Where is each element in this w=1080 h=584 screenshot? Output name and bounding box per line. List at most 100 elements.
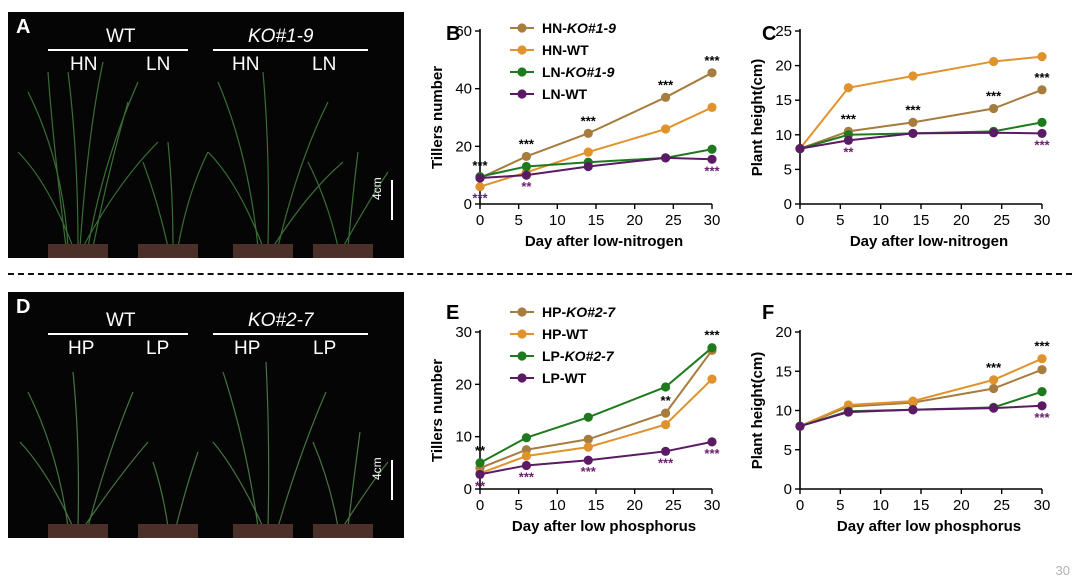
chart-b-legend-label: LN-WT <box>542 86 588 102</box>
chart-c-xtick-label: 5 <box>836 212 844 229</box>
chart-f-panel-label: F <box>762 302 774 324</box>
photo-panel-d: D WT KO#2-7 HP LP HP LP 4cm <box>8 292 404 538</box>
chart-e-significance: *** <box>704 328 720 343</box>
chart-c-significance: ** <box>843 144 854 159</box>
chart-c-data-point <box>989 103 999 114</box>
chart-c: C 0 5 10 15 20 25 0 5 10 15 20 25 30 Day after low-nit… <box>749 23 1051 250</box>
chart-c-ytick-label: 20 <box>775 58 792 75</box>
chart-e-series-3 <box>475 437 717 479</box>
chart-b-legend-label: HN-WT <box>542 42 589 58</box>
chart-c-data-point <box>989 128 999 138</box>
chart-b-xtick-label: 5 <box>514 212 522 229</box>
chart-e-legend-prefix: LP-WT <box>542 370 587 386</box>
chart-b-data-point <box>475 182 485 192</box>
chart-e-ytick-label: 10 <box>455 429 472 446</box>
group-label-ko: KO#1-9 <box>248 26 314 47</box>
chart-e-data-point <box>661 408 671 418</box>
chart-b-data-point <box>583 147 593 157</box>
sub-label-ln-ko: LN <box>312 54 337 75</box>
sub-label-hn-wt: HN <box>70 54 98 75</box>
chart-c-ytick-label: 15 <box>775 92 792 109</box>
chart-b-significance: *** <box>472 191 488 206</box>
chart-b-significance: *** <box>658 77 674 92</box>
chart-e-series-1 <box>475 374 717 478</box>
chart-b-significance: ** <box>521 179 532 194</box>
chart-e-data-point <box>521 451 532 461</box>
chart-f-significance: *** <box>1034 339 1050 354</box>
chart-c-data-point <box>1037 117 1047 127</box>
group-underline-wt-d <box>48 333 188 335</box>
chart-f-ytick-label: 0 <box>784 481 792 498</box>
chart-c-xtick-label: 0 <box>796 212 804 229</box>
grass-illustration-a <box>17 61 389 258</box>
chart-f-ytick-label: 10 <box>775 403 792 420</box>
chart-e-legend-italic: KO#2-7 <box>566 304 616 320</box>
chart-e-data-point <box>521 433 532 443</box>
chart-e-xlabel: Day after low phosphorus <box>512 518 696 535</box>
chart-c-significance: *** <box>905 102 921 117</box>
chart-b-data-point <box>583 161 593 172</box>
chart-b-ytick-label: 0 <box>464 196 472 213</box>
group-underline-ko <box>213 49 368 51</box>
chart-e-xtick-label: 5 <box>514 497 522 514</box>
sub-label-ln-wt: LN <box>146 54 171 75</box>
sub-label-hp-wt: HP <box>68 338 95 359</box>
chart-f-data-point <box>1037 401 1047 411</box>
chart-b-legend-prefix: LN- <box>542 64 566 80</box>
chart-b-ytick-label: 60 <box>455 23 472 40</box>
chart-f-ylabel: Plant height(cm) <box>749 352 766 470</box>
chart-e-xtick-label: 10 <box>549 497 566 514</box>
group-underline-wt <box>48 49 188 51</box>
chart-f-ytick-label: 20 <box>775 324 792 341</box>
chart-b-series-line <box>479 106 713 188</box>
chart-e-data-point <box>661 420 671 430</box>
chart-e-data-point <box>583 434 593 444</box>
group-label-wt-d: WT <box>106 310 136 331</box>
chart-e-legend-italic: KO#2-7 <box>565 348 615 364</box>
chart-b-series-3 <box>475 153 717 183</box>
chart-e-data-point <box>661 382 671 392</box>
chart-b-xtick-label: 15 <box>588 212 605 229</box>
chart-e-series-2 <box>475 343 717 468</box>
chart-b-ytick-label: 20 <box>455 138 472 155</box>
section-divider <box>8 273 1072 275</box>
chart-e-legend-label: HP-KO#2-7 <box>542 304 616 320</box>
chart-f-xtick-label: 25 <box>993 497 1010 514</box>
chart-f-data-point <box>989 403 999 413</box>
chart-e-significance: ** <box>661 393 672 408</box>
chart-e-significance: ** <box>475 478 486 493</box>
chart-c-xtick-label: 15 <box>913 212 930 229</box>
chart-b-data-point <box>707 102 717 113</box>
chart-f-series-line <box>799 404 1043 428</box>
chart-f-data-point <box>989 383 999 394</box>
chart-b-legend-prefix: HN- <box>542 20 567 36</box>
chart-b-legend-label: HN-KO#1-9 <box>542 20 616 36</box>
chart-e-legend-marker <box>517 373 527 383</box>
chart-b-data-point <box>661 124 671 134</box>
photo-panel-a: A WT KO#1-9 HN LN HN LN 4cm <box>8 12 404 258</box>
chart-c-ytick-label: 0 <box>784 196 792 213</box>
chart-f-data-point <box>908 396 918 406</box>
chart-e-data-point <box>475 469 485 479</box>
chart-b-panel-label: B <box>446 23 460 45</box>
chart-e-legend-label: HP-WT <box>542 326 588 342</box>
chart-f-data-point <box>1037 354 1047 364</box>
chart-b-data-point <box>583 128 593 138</box>
chart-e-data-point <box>583 455 593 465</box>
chart-c-data-point <box>908 128 918 139</box>
chart-c-data-point <box>795 144 805 154</box>
chart-f-ytick-label: 5 <box>784 442 792 459</box>
chart-e-legend-label: LP-WT <box>542 370 587 386</box>
chart-b-xtick-label: 0 <box>476 212 484 229</box>
chart-c-data-point <box>908 117 918 127</box>
chart-b-legend-marker <box>517 23 527 33</box>
chart-b-ylabel: Tillers number <box>429 66 446 169</box>
chart-b-data-point <box>475 173 485 183</box>
chart-e: E 0 10 20 30 0 5 10 15 20 25 30 Day after low phosph… <box>429 302 721 535</box>
chart-f-data-point <box>843 407 854 417</box>
sub-label-hp-ko: HP <box>234 338 261 359</box>
chart-f-significance: *** <box>1034 410 1050 425</box>
chart-f-data-point <box>989 375 999 385</box>
chart-e-ylabel: Tillers number <box>429 359 446 462</box>
